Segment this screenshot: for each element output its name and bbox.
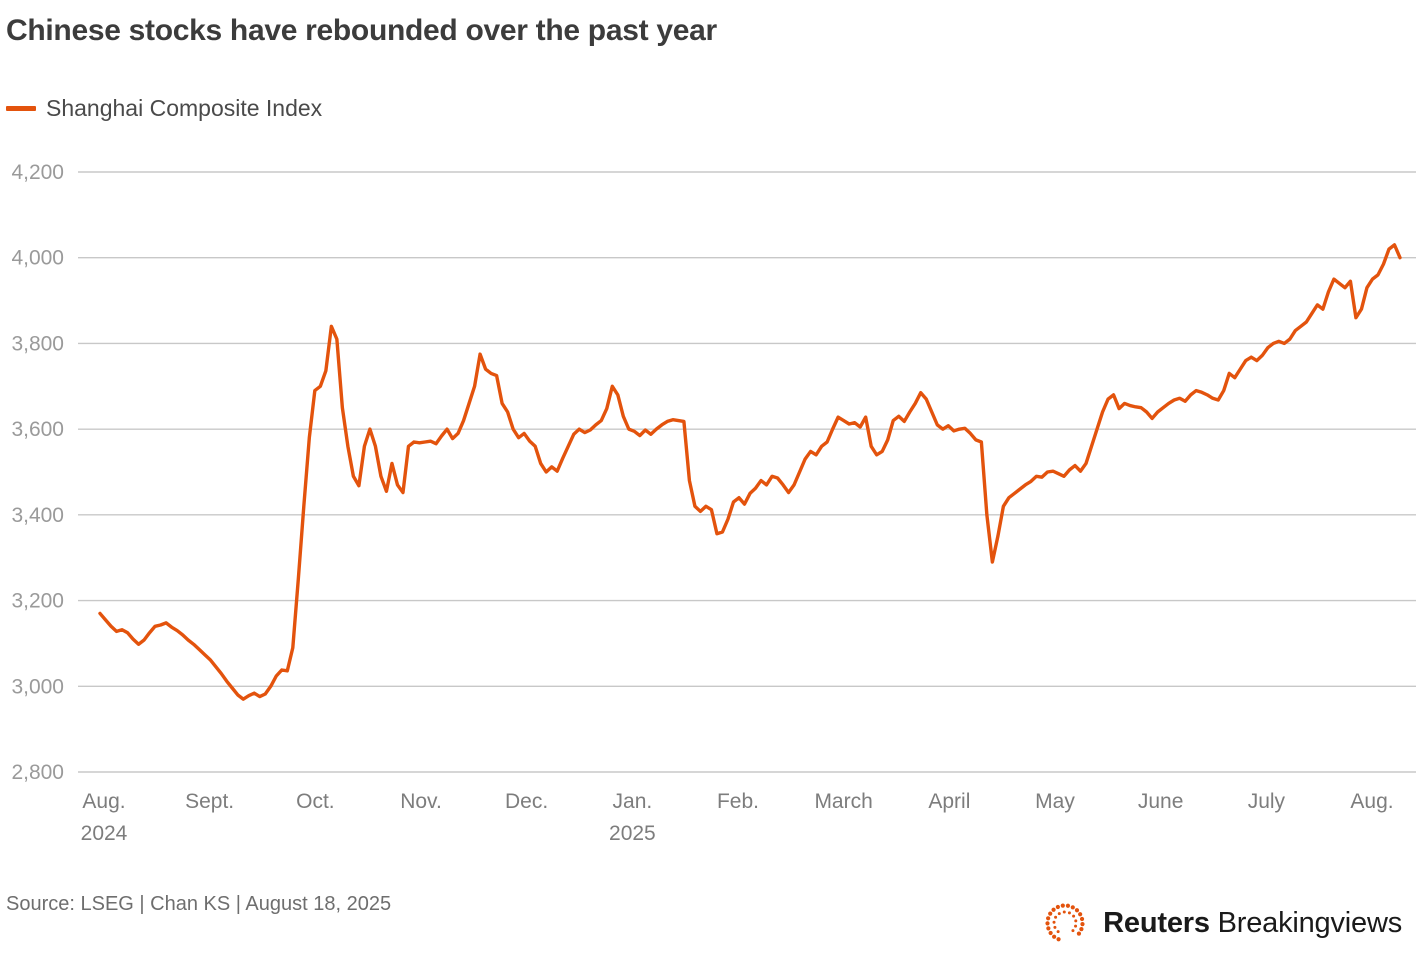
logo-dot — [1054, 915, 1058, 919]
x-axis-tick-label: Dec. — [505, 790, 548, 813]
y-axis-tick-label: 3,600 — [11, 418, 64, 441]
x-axis-tick-label-year: 2024 — [81, 822, 128, 845]
y-axis-tick-label: 4,200 — [11, 161, 64, 184]
logo-dot — [1078, 912, 1083, 917]
brand-lockup: Reuters Breakingviews — [1039, 897, 1402, 949]
x-axis-tick-label: April — [928, 790, 970, 813]
x-axis-tick-label: Sept. — [185, 790, 234, 813]
logo-dot — [1048, 930, 1053, 936]
y-axis-tick-label: 3,000 — [11, 675, 64, 698]
logo-dot — [1074, 919, 1078, 923]
x-axis-tick-label: July — [1248, 790, 1286, 813]
logo-dot — [1068, 911, 1072, 915]
brand-reuters: Reuters — [1103, 906, 1210, 939]
logo-dot — [1057, 912, 1061, 916]
y-axis-tick-label: 2,800 — [11, 761, 64, 784]
brand-breakingviews: Breakingviews — [1209, 906, 1403, 939]
x-axis-tick-label: Feb. — [717, 790, 759, 813]
logo-dot — [1045, 921, 1050, 926]
logo-dot — [1072, 914, 1076, 918]
logo-dot — [1062, 910, 1066, 914]
x-axis-tick-label-year: 2025 — [609, 822, 656, 845]
page-title: Chinese stocks have rebounded over the p… — [6, 14, 717, 47]
logo-dot — [1070, 905, 1076, 910]
logo-dot — [1056, 937, 1061, 942]
logo-dot — [1053, 925, 1057, 929]
y-axis-labels-group: 2,800 3,000 3,200 3,400 3,600 3,800 4,000 4,200 — [11, 161, 64, 784]
logo-dot — [1065, 903, 1071, 908]
logo-dot — [1080, 916, 1085, 922]
legend: Shanghai Composite Index — [6, 95, 322, 122]
x-axis-labels-group: Aug. 2024 Sept. Oct. Nov. Dec. Jan. 2025 Feb. Mar… — [81, 790, 1394, 845]
x-axis-tick-label: Aug. — [82, 790, 125, 813]
logo-dot — [1052, 934, 1057, 939]
logo-dot — [1071, 929, 1075, 933]
logo-dot — [1051, 907, 1056, 912]
logo-dot — [1046, 926, 1051, 931]
logo-dot — [1077, 931, 1082, 936]
y-axis-tick-label: 3,400 — [11, 504, 64, 527]
y-axis-tick-label: 3,800 — [11, 332, 64, 355]
series-line-shanghai-composite-index — [98, 243, 1402, 701]
legend-series-label: Shanghai Composite Index — [46, 95, 323, 121]
x-axis-tick-label: Aug. — [1350, 790, 1393, 813]
logo-dot — [1056, 930, 1060, 934]
logo-dot — [1075, 908, 1080, 913]
logo-dot — [1080, 922, 1085, 927]
source-note: Source: LSEG | Chan KS | August 18, 2025 — [6, 893, 392, 915]
x-axis-tick-label: June — [1138, 790, 1184, 813]
x-axis-tick-label: Nov. — [400, 790, 442, 813]
logo-dot — [1046, 916, 1051, 921]
legend-line-swatch-icon — [6, 106, 36, 111]
y-axis-tick-label: 4,000 — [11, 247, 64, 270]
x-axis-tick-label: Oct. — [296, 790, 335, 813]
y-axis-tick-label: 3,200 — [11, 590, 64, 613]
logo-dot — [1055, 904, 1061, 910]
logo-dot — [1074, 924, 1078, 928]
x-axis-tick-label: Jan. — [613, 790, 653, 813]
brand-wordmark: Reuters Breakingviews — [1103, 907, 1402, 940]
x-axis-tick-label: March — [814, 790, 872, 813]
gridlines-group — [78, 171, 1416, 773]
logo-dot — [1060, 903, 1066, 908]
reuters-dot-circle-icon — [1045, 903, 1085, 942]
x-axis-tick-label: May — [1035, 790, 1075, 813]
logo-dot — [1079, 927, 1084, 932]
logo-dot — [1048, 911, 1053, 916]
logo-dot — [1052, 920, 1056, 924]
